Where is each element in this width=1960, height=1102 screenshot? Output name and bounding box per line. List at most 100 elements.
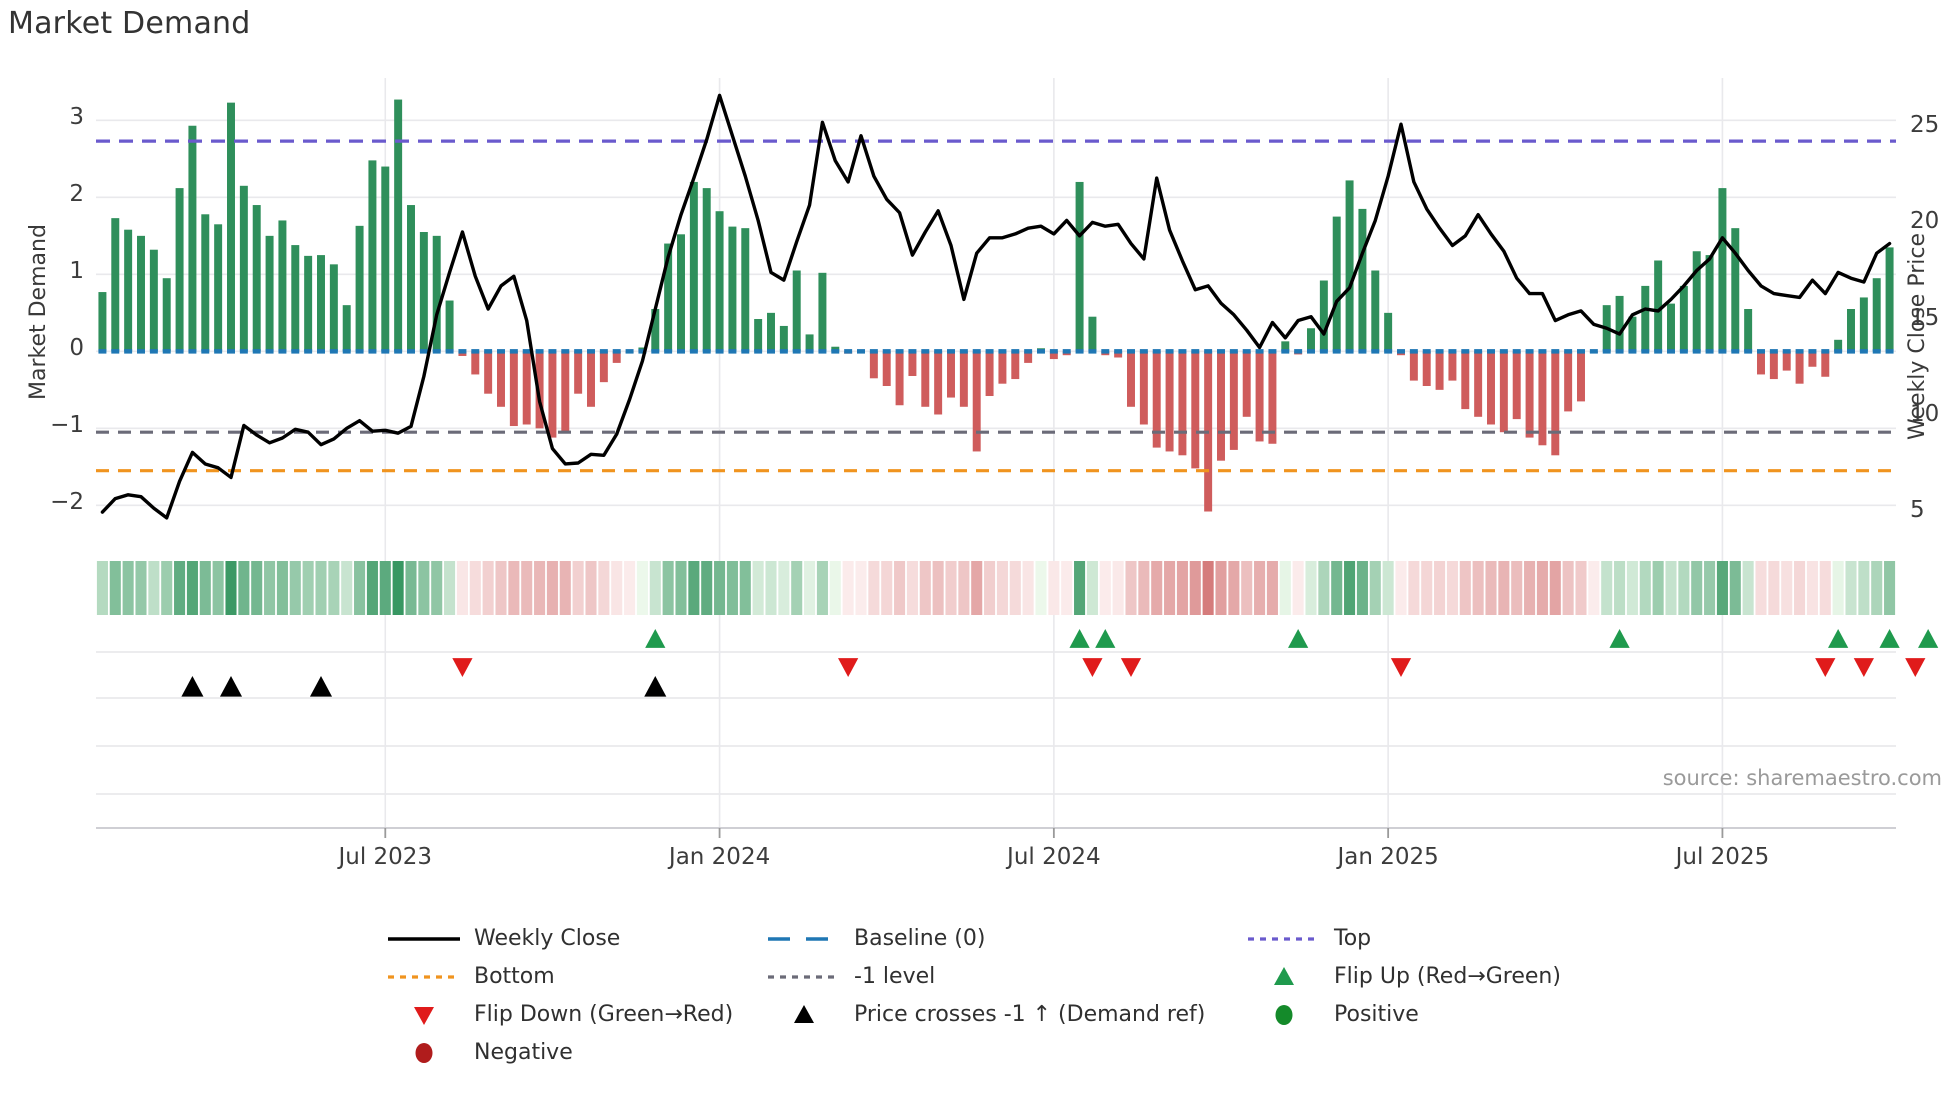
demand-bar <box>1319 280 1328 352</box>
y-tick-right: 25 <box>1910 112 1940 139</box>
heatmap-cell <box>315 561 327 615</box>
heatmap-cell <box>1086 561 1098 615</box>
legend-item[interactable]: Negative <box>386 1040 766 1066</box>
demand-bar <box>1757 351 1765 375</box>
heatmap-cell <box>1318 561 1330 615</box>
legend-label: Flip Up (Red→Green) <box>1334 964 1561 989</box>
heatmap-cell <box>1228 561 1240 615</box>
heatmap-cell <box>636 561 648 615</box>
legend-item[interactable]: Bottom <box>386 964 766 990</box>
demand-bar <box>1049 351 1058 360</box>
heatmap-cell <box>739 561 751 615</box>
price-cross-marker <box>219 676 243 697</box>
demand-bar <box>1654 260 1663 352</box>
legend-glyph <box>766 964 842 990</box>
triangle-up-icon <box>1274 967 1294 985</box>
heatmap-cell <box>225 561 237 615</box>
legend-item[interactable]: Positive <box>1246 1002 1666 1028</box>
legend-item[interactable]: Flip Down (Green→Red) <box>386 1002 766 1028</box>
demand-bar <box>1139 351 1148 425</box>
demand-bar <box>304 255 313 352</box>
legend-item[interactable]: Top <box>1246 926 1666 952</box>
demand-bar <box>1782 351 1791 371</box>
legend-glyph <box>386 1002 462 1028</box>
demand-bar <box>651 309 660 352</box>
demand-bar <box>445 300 454 352</box>
heatmap-cell <box>688 561 700 615</box>
heatmap-cell <box>1806 561 1818 615</box>
heatmap-cell <box>456 561 468 615</box>
flip-up-marker <box>1069 629 1090 648</box>
demand-bar <box>1679 285 1688 352</box>
demand-bar <box>1281 341 1290 352</box>
triangle-down-icon <box>414 1007 434 1025</box>
heatmap-cell <box>1061 561 1073 615</box>
demand-bar <box>1705 255 1714 352</box>
legend-item[interactable]: Weekly Close <box>386 926 766 952</box>
heatmap-cell <box>585 561 597 615</box>
triangle-up-icon <box>794 1005 814 1023</box>
legend-item[interactable]: Baseline (0) <box>766 926 1246 952</box>
demand-bar <box>715 211 724 352</box>
legend-item[interactable]: -1 level <box>766 964 1246 990</box>
heatmap-cell <box>1434 561 1446 615</box>
demand-bar <box>677 234 685 352</box>
demand-bars <box>98 99 1894 512</box>
heatmap-cell <box>1678 561 1690 615</box>
heatmap-cell <box>598 561 610 615</box>
heatmap-cell <box>1485 561 1497 615</box>
heatmap-cell <box>649 561 661 615</box>
demand-bar <box>702 188 711 352</box>
heatmap-cell <box>1639 561 1651 615</box>
demand-bar <box>985 351 994 397</box>
legend-label: Baseline (0) <box>854 926 986 951</box>
dotted-line-icon <box>388 975 460 979</box>
heatmap-cell <box>354 561 366 615</box>
legend-item[interactable]: Flip Up (Red→Green) <box>1246 964 1666 990</box>
plot-frame <box>96 78 1939 838</box>
demand-bar <box>291 245 300 352</box>
heatmap-cell <box>971 561 983 615</box>
demand-bar <box>1088 316 1097 352</box>
heatmap-cell <box>778 561 790 615</box>
demand-bar <box>1847 309 1855 352</box>
dot-icon <box>415 1043 433 1063</box>
demand-bar <box>1191 351 1200 469</box>
heatmap-cell <box>1395 561 1407 615</box>
demand-bar <box>1371 270 1380 352</box>
y-tick-left: 1 <box>69 258 84 285</box>
heatmap-cell <box>1202 561 1214 615</box>
legend-label: Price crosses -1 ↑ (Demand ref) <box>854 1002 1206 1027</box>
demand-bar <box>1127 351 1135 407</box>
market-demand-chart <box>96 78 1939 838</box>
demand-bar <box>1538 351 1547 446</box>
demand-bar <box>381 166 390 352</box>
heatmap-cell <box>1588 561 1600 615</box>
flip-up-marker <box>1609 629 1630 648</box>
demand-bar <box>1345 180 1354 352</box>
heatmap-cell <box>829 561 841 615</box>
heatmap-cell <box>804 561 816 615</box>
page-title: Market Demand <box>8 6 251 41</box>
heatmap-cell <box>1382 561 1394 615</box>
heatmap-cell <box>328 561 340 615</box>
demand-bar <box>278 220 287 352</box>
heatmap-cell <box>919 561 931 615</box>
dotted-line-icon <box>768 975 840 979</box>
demand-bar <box>664 243 673 352</box>
flip-down-marker <box>1905 658 1926 677</box>
demand-bar <box>1718 188 1727 352</box>
dotted-line-icon <box>1248 937 1320 941</box>
demand-bar <box>265 235 274 352</box>
demand-bar <box>1114 351 1123 358</box>
heatmap-cell <box>199 561 211 615</box>
demand-bar <box>1448 351 1457 381</box>
heatmap-cell <box>1176 561 1188 615</box>
flip-up-marker <box>1095 629 1116 648</box>
heatmap-cell <box>1742 561 1754 615</box>
heatmap-cell <box>96 561 108 615</box>
heatmap-cell <box>906 561 918 615</box>
demand-bar <box>188 125 197 352</box>
legend-item[interactable]: Price crosses -1 ↑ (Demand ref) <box>766 1002 1246 1028</box>
heatmap-cell <box>1614 561 1626 615</box>
